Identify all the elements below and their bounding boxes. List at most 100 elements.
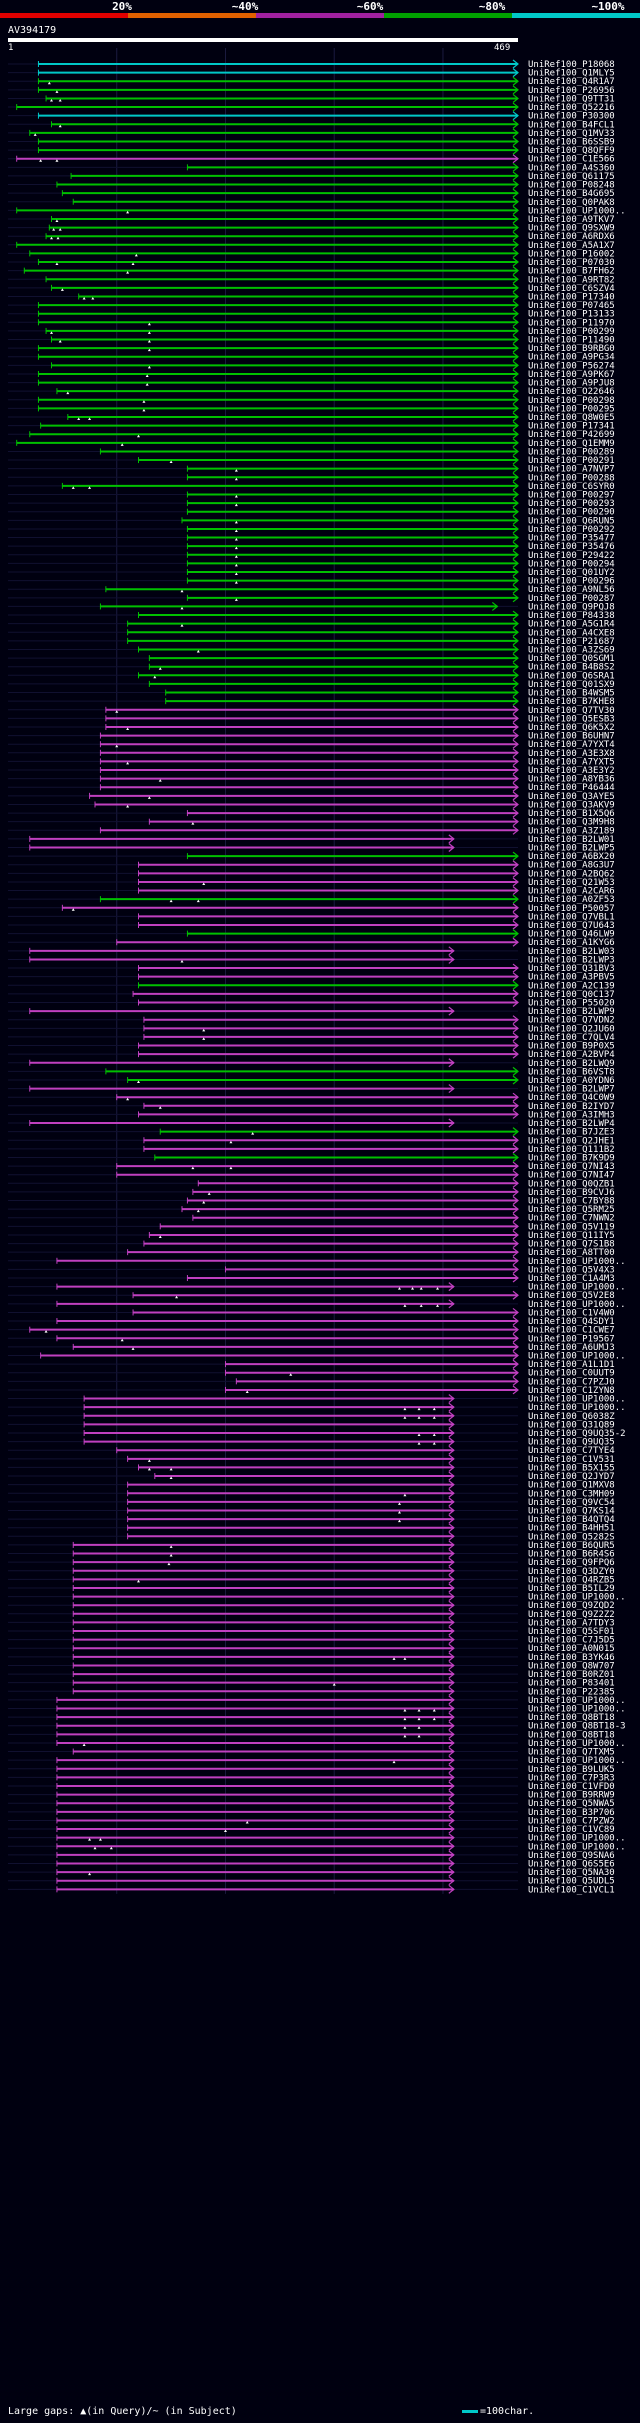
hit-row[interactable]: UniRef100_C1A4M3 (8, 1273, 615, 1284)
hit-row[interactable]: UniRef100_C7P3R3 (8, 1772, 615, 1783)
hit-row[interactable]: UniRef100_P21687 (8, 636, 615, 647)
hit-row[interactable]: UniRef100_P00295 (8, 403, 615, 414)
hit-row[interactable]: UniRef100_B6R4S6 (8, 1549, 615, 1560)
hit-row[interactable]: UniRef100_P26956 (8, 85, 615, 96)
hit-row[interactable]: UniRef100_Q7TXM5 (8, 1747, 615, 1758)
hit-row[interactable]: UniRef100_Q5282S (8, 1531, 615, 1542)
hit-row[interactable]: UniRef100_Q9TT31 (8, 93, 615, 104)
hit-row[interactable]: UniRef100_Q5UDL5 (8, 1876, 615, 1887)
hit-row[interactable]: UniRef100_Q4SDY1 (8, 1316, 615, 1327)
hit-row[interactable]: UniRef100_B1X5Q6 (8, 808, 615, 819)
hit-row[interactable]: UniRef100_A3E3X8 (8, 748, 615, 759)
hit-row[interactable]: UniRef100_Q4R1A7 (8, 76, 615, 87)
hit-row[interactable]: UniRef100_Q5NWA5 (8, 1798, 615, 1809)
hit-row[interactable]: UniRef100_A3E3Y2 (8, 765, 615, 776)
hit-row[interactable]: UniRef100_Q01UY2 (8, 567, 615, 578)
hit-row[interactable]: UniRef100_P00299 (8, 326, 615, 337)
hit-row[interactable]: UniRef100_Q1EMM9 (8, 438, 615, 449)
hit-row[interactable]: UniRef100_P11490 (8, 335, 615, 346)
hit-row[interactable]: UniRef100_B2LW03 (8, 946, 615, 957)
hit-row[interactable]: UniRef100_C7NWN2 (8, 1213, 615, 1224)
hit-row[interactable]: UniRef100_A4S360 (8, 162, 615, 173)
hit-row[interactable]: UniRef100_C0UUT9 (8, 1368, 615, 1379)
hit-row[interactable]: UniRef100_P00287 (8, 593, 615, 604)
hit-row[interactable]: UniRef100_UP1000.. (8, 1704, 626, 1715)
hit-row[interactable]: UniRef100_Q8W0E5 (8, 412, 615, 423)
hit-row[interactable]: UniRef100_B5IL29 (8, 1583, 615, 1594)
hit-row[interactable]: UniRef100_B0RZ01 (8, 1669, 615, 1680)
hit-row[interactable]: UniRef100_B2LWP7 (8, 1084, 615, 1095)
hit-row[interactable]: UniRef100_UP1000.. (8, 1833, 626, 1844)
hit-row[interactable]: UniRef100_Q21W53 (8, 877, 615, 888)
hit-row[interactable]: UniRef100_B2LWQ9 (8, 1058, 615, 1069)
hit-row[interactable]: UniRef100_Q5NA30 (8, 1867, 615, 1878)
hit-row[interactable]: UniRef100_A3ZS69 (8, 645, 615, 655)
hit-row[interactable]: UniRef100_A6UMJ3 (8, 1342, 615, 1353)
hit-row[interactable]: UniRef100_A3Z189 (8, 825, 615, 836)
hit-row[interactable]: UniRef100_A7TDY3 (8, 1617, 615, 1628)
hit-row[interactable]: UniRef100_Q9SXW9 (8, 223, 615, 234)
hit-row[interactable]: UniRef100_Q2JHE1 (8, 1135, 615, 1146)
hit-row[interactable]: UniRef100_B6SSB9 (8, 137, 615, 147)
hit-row[interactable]: UniRef100_A4CXE8 (8, 627, 615, 638)
hit-row[interactable]: UniRef100_C1VC89 (8, 1824, 615, 1835)
hit-row[interactable]: UniRef100_Q9ZQD2 (8, 1600, 615, 1611)
hit-row[interactable]: UniRef100_B2LWP4 (8, 1118, 615, 1129)
hit-row[interactable]: UniRef100_P30300 (8, 111, 615, 122)
hit-row[interactable]: UniRef100_B4G695 (8, 188, 615, 199)
hit-row[interactable]: UniRef100_B2LWP3 (8, 954, 615, 965)
hit-row[interactable]: UniRef100_Q5RM25 (8, 1204, 615, 1215)
hit-row[interactable]: UniRef100_B3P706 (8, 1807, 615, 1818)
hit-row[interactable]: UniRef100_P00289 (8, 446, 615, 457)
hit-row[interactable]: UniRef100_B7K9D9 (8, 1153, 615, 1163)
hit-row[interactable]: UniRef100_Q11IY5 (8, 1230, 615, 1241)
hit-row[interactable]: UniRef100_P56274 (8, 360, 615, 371)
hit-row[interactable]: UniRef100_B4QTQ4 (8, 1514, 615, 1525)
hit-row[interactable]: UniRef100_Q52216 (8, 102, 615, 113)
hit-row[interactable]: UniRef100_A7NVP7 (8, 464, 615, 475)
hit-row[interactable]: UniRef100_Q3DZY0 (8, 1566, 615, 1577)
hit-row[interactable]: UniRef100_UP1000.. (8, 1282, 626, 1293)
hit-row[interactable]: UniRef100_A9TKV7 (8, 214, 615, 225)
hit-row[interactable]: UniRef100_P00297 (8, 490, 615, 501)
hit-row[interactable]: UniRef100_A9PK67 (8, 369, 615, 380)
hit-row[interactable]: UniRef100_Q0SGM1 (8, 653, 615, 664)
hit-row[interactable]: UniRef100_Q111B2 (8, 1144, 615, 1155)
hit-row[interactable]: UniRef100_Q3AKV9 (8, 799, 615, 810)
hit-row[interactable]: UniRef100_C7PZW2 (8, 1815, 615, 1826)
hit-row[interactable]: UniRef100_Q9PQJ8 (8, 601, 615, 612)
hit-row[interactable]: UniRef100_Q0C137 (8, 989, 615, 1000)
hit-row[interactable]: UniRef100_B2LW01 (8, 834, 615, 845)
hit-row[interactable]: UniRef100_Q5V119 (8, 1221, 615, 1232)
hit-row[interactable]: UniRef100_Q6RUN5 (8, 515, 615, 526)
hit-row[interactable]: UniRef100_UP1000.. (8, 1351, 626, 1362)
hit-row[interactable]: UniRef100_B9P0X5 (8, 1041, 615, 1052)
hit-row[interactable]: UniRef100_Q7U643 (8, 920, 615, 931)
hit-row[interactable]: UniRef100_C6SZV4 (8, 283, 615, 294)
hit-row[interactable]: UniRef100_P00291 (8, 455, 615, 466)
hit-row[interactable]: UniRef100_Q61175 (8, 171, 615, 182)
hit-row[interactable]: UniRef100_A7YXT4 (8, 739, 615, 750)
hit-row[interactable]: UniRef100_Q0PAK8 (8, 197, 615, 208)
hit-row[interactable]: UniRef100_Q7TV30 (8, 705, 615, 716)
hit-row[interactable]: UniRef100_B5X155 (8, 1462, 615, 1473)
hit-row[interactable]: UniRef100_P07030 (8, 257, 615, 268)
hit-row[interactable]: UniRef100_Q7NI47 (8, 1170, 615, 1181)
hit-row[interactable]: UniRef100_UP1000.. (8, 1256, 626, 1267)
hit-row[interactable]: UniRef100_Q0QZB1 (8, 1178, 615, 1189)
hit-row[interactable]: UniRef100_P55020 (8, 998, 615, 1008)
hit-row[interactable]: UniRef100_Q9UQ35-2 (8, 1428, 626, 1439)
hit-row[interactable]: UniRef100_A0N015 (8, 1643, 615, 1654)
hit-row[interactable]: UniRef100_A2C139 (8, 980, 615, 991)
hit-row[interactable]: UniRef100_Q3M9H8 (8, 817, 615, 828)
hit-row[interactable]: UniRef100_A2BVP4 (8, 1049, 615, 1060)
hit-row[interactable]: UniRef100_C1VCL1 (8, 1884, 615, 1895)
hit-row[interactable]: UniRef100_A9PG34 (8, 352, 615, 363)
hit-row[interactable]: UniRef100_Q1MLY5 (8, 68, 615, 79)
hit-row[interactable]: UniRef100_P00296 (8, 576, 615, 587)
hit-row[interactable]: UniRef100_B2IYD7 (8, 1101, 615, 1112)
hit-row[interactable]: UniRef100_Q8BT18-3 (8, 1721, 626, 1732)
hit-row[interactable]: UniRef100_P22385 (8, 1686, 615, 1697)
hit-row[interactable]: UniRef100_B9RRW9 (8, 1790, 615, 1801)
hit-row[interactable]: UniRef100_A1KYG6 (8, 937, 615, 948)
